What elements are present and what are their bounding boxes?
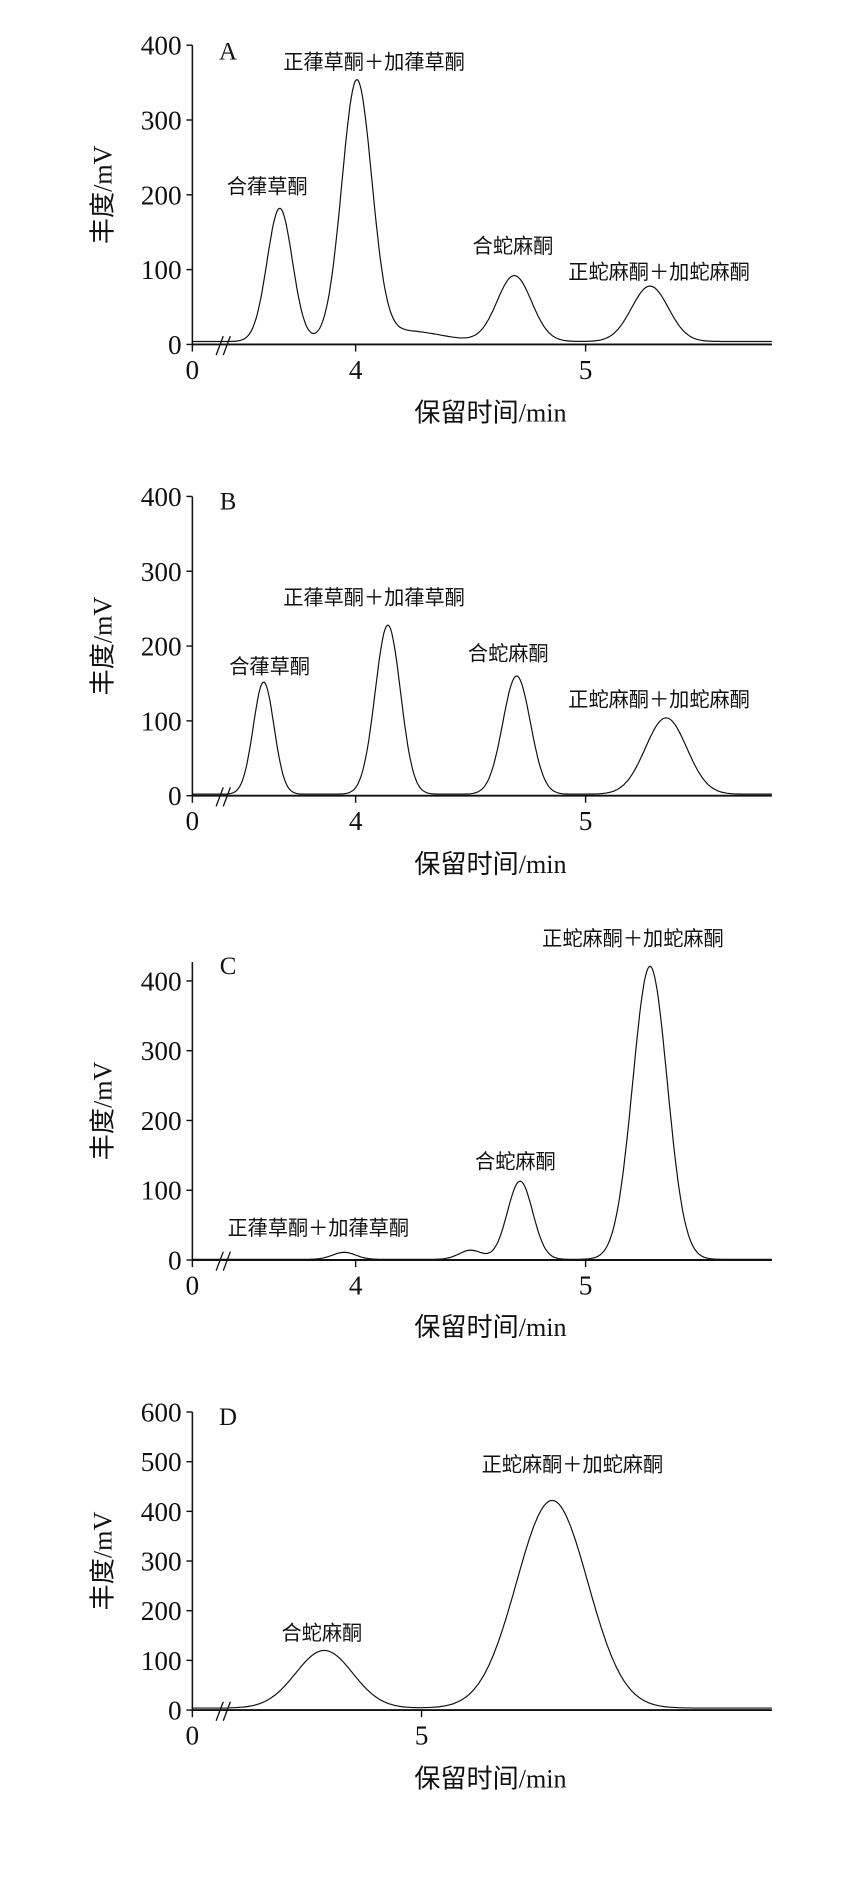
axis-break-mark (215, 1251, 224, 1271)
y-tick-label: 400 (141, 966, 182, 996)
peak-label: 正蛇麻酮＋加蛇麻酮 (482, 1453, 664, 1476)
peak-label: 正葎草酮＋加葎草酮 (283, 587, 465, 610)
panel-letter: D (219, 1404, 237, 1431)
panel-letter: B (220, 489, 237, 516)
y-axis-title: 丰度/mV (89, 1512, 118, 1611)
axis-break-mark (222, 1251, 231, 1271)
y-tick-label: 200 (141, 632, 182, 662)
y-tick-label: 600 (141, 1398, 182, 1428)
x-axis-title: 保留时间/min (414, 399, 566, 428)
panel-letter: C (220, 953, 237, 980)
y-axis-title: 丰度/mV (89, 1062, 118, 1161)
x-tick-label: 4 (349, 1270, 363, 1300)
y-tick-label: 200 (141, 180, 182, 210)
peak-label: 正蛇麻酮＋加蛇麻酮 (568, 261, 750, 284)
peak-label: 正蛇麻酮＋加蛇麻酮 (542, 927, 724, 950)
chart-panel-a: 0 100 200 300 400 0 4 5 正葎草酮＋加葎草酮合葎草酮合蛇麻酮正蛇麻酮＋加蛇… (89, 31, 772, 428)
y-axis-title: 丰度/mV (89, 597, 118, 696)
y-tick-label: 300 (141, 1036, 182, 1066)
y-tick-label: 300 (141, 106, 182, 136)
y-tick-label: 400 (141, 1497, 182, 1527)
peak-label: 合葎草酮 (227, 176, 308, 199)
chromatogram-trace (192, 965, 772, 1260)
y-tick-label: 200 (141, 1106, 182, 1136)
y-tick-label: 400 (141, 31, 182, 61)
axis-break-mark (215, 1701, 224, 1721)
y-tick-label: 200 (141, 1596, 182, 1626)
x-tick-label: 5 (579, 806, 593, 836)
chromatogram-trace (192, 624, 772, 795)
chromatogram-trace (192, 78, 772, 343)
x-tick-label: 0 (186, 1270, 200, 1300)
y-tick-label: 100 (141, 1646, 182, 1676)
panel-letter: A (219, 38, 237, 65)
x-tick-label: 4 (349, 806, 363, 836)
y-tick-label: 0 (168, 330, 182, 360)
peak-label: 正葎草酮＋加葎草酮 (283, 51, 465, 74)
x-tick-label: 0 (186, 806, 200, 836)
y-tick-label: 300 (141, 1547, 182, 1577)
axis-break-mark (222, 1701, 231, 1721)
y-tick-label: 0 (168, 1246, 182, 1276)
y-tick-label: 300 (141, 557, 182, 587)
chromatogram-trace (192, 1499, 772, 1709)
peak-label: 合蛇麻酮 (468, 642, 549, 665)
peak-label: 合蛇麻酮 (281, 1622, 362, 1645)
y-tick-label: 100 (141, 255, 182, 285)
peak-label: 合蛇麻酮 (475, 1151, 556, 1174)
x-axis-title: 保留时间/min (414, 1313, 566, 1342)
axis-break-mark (215, 335, 224, 356)
x-axis-title: 保留时间/min (414, 850, 566, 879)
y-tick-label: 400 (141, 482, 182, 512)
y-tick-label: 0 (168, 1696, 182, 1726)
y-tick-label: 100 (141, 706, 182, 736)
x-tick-label: 5 (579, 1270, 593, 1300)
y-tick-label: 500 (141, 1447, 182, 1477)
peak-label: 正蛇麻酮＋加蛇麻酮 (568, 689, 750, 712)
x-tick-label: 5 (415, 1721, 429, 1751)
peak-label: 合蛇麻酮 (473, 235, 554, 258)
y-tick-label: 0 (168, 781, 182, 811)
peak-label: 正葎草酮＋加葎草酮 (227, 1217, 409, 1240)
axis-break-mark (222, 335, 231, 356)
y-axis-title: 丰度/mV (89, 145, 118, 244)
axis-break-mark (222, 787, 231, 807)
axis-break-mark (215, 787, 224, 807)
x-tick-label: 5 (579, 355, 593, 385)
x-axis-title: 保留时间/min (414, 1764, 566, 1793)
x-tick-label: 4 (349, 355, 363, 385)
x-tick-label: 0 (186, 1721, 200, 1751)
peak-label: 合葎草酮 (229, 655, 310, 678)
y-tick-label: 100 (141, 1176, 182, 1206)
x-tick-label: 0 (186, 355, 200, 385)
